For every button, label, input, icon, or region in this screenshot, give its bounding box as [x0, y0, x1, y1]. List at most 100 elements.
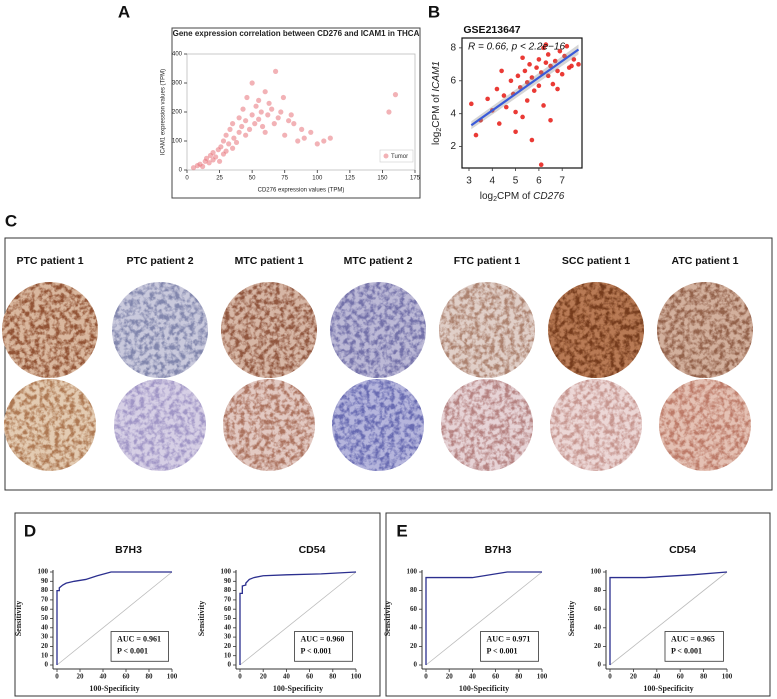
y-tick-label: 60 [41, 605, 49, 613]
point [280, 94, 287, 101]
legend-swatch [383, 153, 389, 159]
y-axis-label: Sensitivity [567, 601, 576, 637]
x-tick-label: 100 [537, 673, 548, 681]
x-tick-label: 80 [329, 673, 337, 681]
point [538, 162, 544, 168]
point [213, 154, 219, 160]
point [275, 115, 281, 121]
x-tick-label: 40 [653, 673, 661, 681]
roc-curve [609, 571, 728, 665]
x-axis-label: 100-Specificity [459, 684, 509, 693]
point [243, 118, 249, 124]
reference-diagonal [425, 571, 543, 666]
auc-box [664, 631, 724, 662]
panel-d-frame [14, 512, 381, 697]
point [529, 75, 535, 80]
axis-label-part: log [431, 132, 442, 145]
tissue-texture [221, 282, 317, 378]
point [499, 68, 504, 74]
column-header: SCC patient 1 [562, 255, 630, 267]
x-axis-label: log2CPM of CD276 [480, 191, 565, 204]
column-header: PTC patient 1 [16, 255, 83, 267]
point [545, 52, 551, 57]
tissue-texture [330, 282, 426, 378]
x-tick-label: 60 [677, 673, 685, 681]
auc-text: P < 0.001 [671, 646, 702, 655]
panel-label: E [396, 521, 407, 540]
point [262, 89, 268, 95]
point [529, 137, 535, 143]
point [301, 135, 307, 141]
roc-curve [425, 571, 542, 665]
point [256, 116, 262, 122]
column-header: FTC patient 1 [454, 255, 521, 267]
point [190, 165, 197, 171]
point [496, 121, 502, 126]
y-tick-label: 80 [410, 586, 418, 594]
point [299, 126, 305, 132]
tissue-texture [2, 282, 98, 378]
y-tick-label: 6 [450, 75, 456, 86]
y-tick-label: 70 [224, 596, 232, 604]
point [527, 62, 532, 67]
panel-c-frame [4, 237, 773, 491]
y-tick-label: 80 [41, 586, 49, 594]
tissue-texture [439, 282, 535, 378]
y-tick-label: 40 [594, 623, 602, 631]
point [564, 43, 570, 49]
tissue-texture [657, 282, 753, 378]
point [513, 129, 518, 135]
point [494, 86, 500, 92]
auc-text: P < 0.001 [487, 646, 518, 655]
point [552, 58, 558, 64]
axis-label-part: 2 [493, 196, 497, 203]
auc-text: AUC = 0.965 [671, 634, 715, 643]
point [520, 114, 525, 120]
point [200, 163, 206, 170]
column-header: MTC patient 1 [235, 255, 304, 267]
point [522, 68, 528, 74]
point [515, 73, 521, 79]
point [555, 86, 560, 92]
point [262, 129, 268, 135]
y-axis-label: Sensitivity [383, 601, 392, 637]
x-tick-label: 5 [513, 176, 519, 187]
axis-label-part: 2 [436, 128, 443, 132]
x-tick-label: 125 [345, 176, 356, 182]
y-tick-label: 40 [410, 623, 418, 631]
point [550, 81, 556, 87]
y-tick-label: 8 [450, 43, 456, 54]
point [227, 126, 233, 132]
x-tick-label: 80 [700, 673, 708, 681]
point [253, 103, 259, 109]
x-tick-label: 60 [492, 673, 500, 681]
tissue-texture [223, 379, 315, 471]
y-tick-label: 200 [172, 110, 183, 116]
tissue-texture [550, 379, 642, 471]
point [286, 118, 292, 124]
reference-diagonal [609, 571, 728, 666]
point [216, 158, 223, 164]
axis-label-part: ICAM1 [431, 61, 442, 92]
point [321, 138, 327, 144]
panel-label: B [428, 2, 440, 21]
point [258, 109, 264, 115]
point [327, 135, 333, 141]
y-tick-label: 20 [594, 642, 602, 650]
x-tick-label: 100 [167, 673, 178, 681]
axis-label-part: log [480, 191, 493, 202]
point [291, 121, 297, 127]
axis-label-part: CPM of [431, 92, 442, 128]
y-tick-label: 100 [172, 139, 183, 145]
legend-box [379, 149, 414, 163]
y-tick-label: 100 [407, 568, 418, 576]
point [240, 106, 246, 112]
tissue-texture [114, 379, 206, 471]
panel-label: C [5, 211, 17, 230]
point [531, 88, 537, 93]
point [259, 123, 266, 130]
chart-title: CD54 [299, 544, 326, 556]
x-tick-label: 20 [260, 673, 268, 681]
point [508, 78, 514, 84]
